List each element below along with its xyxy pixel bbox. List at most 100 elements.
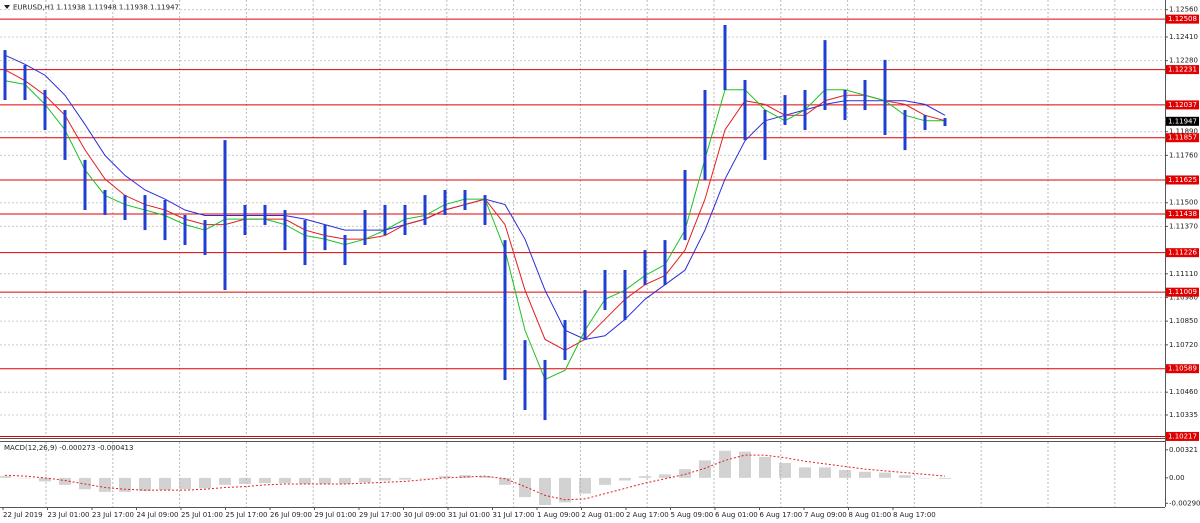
y-tick-label: 1.11890	[1169, 128, 1198, 136]
macd-bar	[939, 477, 951, 479]
level-label: 1.12231	[1168, 66, 1197, 74]
current-price-box	[1166, 116, 1199, 126]
current-price-label: 1.11947	[1168, 117, 1197, 125]
level-label-box	[1166, 133, 1199, 143]
x-tick-label: 29 Jul 01:00	[315, 511, 357, 519]
x-tick-label: 8 Aug 17:00	[893, 511, 936, 519]
x-tick-label: 31 Jul 01:00	[448, 511, 490, 519]
macd-bar	[519, 477, 531, 498]
collapse-icon[interactable]	[4, 5, 10, 9]
macd-bar	[99, 477, 111, 492]
level-label: 1.11438	[1168, 210, 1197, 218]
macd-bar	[879, 472, 891, 478]
x-tick-label: 5 Aug 09:00	[671, 511, 714, 519]
y-tick-label: 1.10850	[1169, 317, 1198, 325]
level-label: 1.11625	[1168, 176, 1197, 184]
macd-bar	[679, 469, 691, 478]
macd-bar	[239, 477, 251, 484]
macd-bar	[159, 477, 171, 491]
y-tick-label: 1.11760	[1169, 151, 1198, 159]
x-tick-label: 2 Aug 01:00	[582, 511, 625, 519]
y-tick-label: 1.10335	[1169, 411, 1198, 419]
x-tick-label: 23 Jul 17:00	[92, 511, 134, 519]
level-label-box	[1166, 100, 1199, 110]
y-tick-label: 1.11500	[1169, 199, 1198, 207]
x-tick-label: 26 Jul 09:00	[270, 511, 312, 519]
macd-bar	[619, 477, 631, 481]
x-tick-label: 1 Aug 09:00	[537, 511, 580, 519]
y-tick-label: 0.00321	[1169, 446, 1198, 454]
level-label: 1.11009	[1168, 288, 1197, 296]
level-label-box	[1166, 175, 1199, 185]
macd-bar	[119, 477, 131, 492]
level-label: 1.10217	[1168, 432, 1197, 440]
macd-bar	[179, 477, 191, 490]
level-label: 1.10589	[1168, 365, 1197, 373]
macd-bar	[299, 477, 311, 484]
moving-average	[4, 80, 945, 381]
level-label-box	[1166, 14, 1199, 24]
level-label: 1.12037	[1168, 101, 1197, 109]
x-tick-label: 2 Aug 17:00	[626, 511, 669, 519]
macd-bar	[0, 476, 11, 478]
macd-bar	[219, 477, 231, 485]
macd-bar	[699, 460, 711, 478]
chart-header: EURUSD,H1 1.11938 1.11948 1.11938 1.1194…	[13, 4, 179, 12]
level-label-box	[1166, 248, 1199, 258]
macd-bar	[659, 474, 671, 478]
x-tick-label: 6 Aug 17:00	[760, 511, 803, 519]
macd-bar	[139, 477, 151, 491]
level-label: 1.11226	[1168, 249, 1197, 257]
macd-bar	[779, 463, 791, 478]
macd-bar	[359, 477, 371, 483]
y-tick-label: 0.00	[1169, 474, 1185, 482]
macd-bar	[899, 475, 911, 478]
macd-bar	[59, 477, 71, 485]
y-tick-label: 1.11370	[1169, 222, 1198, 230]
y-tick-label: 1.12560	[1169, 6, 1198, 14]
macd-bar	[739, 451, 751, 478]
macd-bar	[759, 456, 771, 478]
x-tick-label: 24 Jul 09:00	[137, 511, 179, 519]
x-tick-label: 7 Aug 09:00	[804, 511, 847, 519]
macd-bar	[339, 477, 351, 484]
y-tick-label: -0.002908	[1169, 499, 1200, 507]
y-tick-label: 1.10720	[1169, 341, 1198, 349]
signal-line	[4, 454, 946, 501]
y-tick-label: 1.11110	[1169, 270, 1198, 278]
macd-bar	[919, 477, 931, 479]
level-label-box	[1166, 364, 1199, 374]
macd-bar	[259, 477, 271, 484]
macd-bar	[499, 477, 511, 485]
x-tick-label: 25 Jul 17:00	[226, 511, 268, 519]
macd-bar	[839, 470, 851, 478]
macd-bar	[539, 477, 551, 505]
level-label-box	[1166, 287, 1199, 297]
macd-bar	[279, 477, 291, 484]
x-tick-label: 8 Aug 01:00	[849, 511, 892, 519]
y-tick-label: 1.10980	[1169, 293, 1198, 301]
macd-bar	[399, 477, 411, 480]
x-tick-label: 31 Jul 17:00	[493, 511, 535, 519]
macd-bar	[579, 477, 591, 494]
level-label-box	[1166, 65, 1199, 75]
x-tick-label: 30 Jul 09:00	[404, 511, 446, 519]
y-tick-label: 1.12280	[1169, 57, 1198, 65]
x-tick-label: 22 Jul 2019	[3, 511, 43, 519]
macd-bar	[819, 467, 831, 478]
macd-bar	[859, 471, 871, 478]
macd-bar	[19, 477, 31, 479]
moving-average	[4, 69, 946, 351]
level-label-box	[1166, 431, 1199, 441]
macd-bar	[439, 476, 451, 478]
x-tick-label: 25 Jul 01:00	[181, 511, 223, 519]
macd-bar	[559, 477, 571, 503]
x-tick-label: 29 Jul 17:00	[359, 511, 401, 519]
level-label: 1.12508	[1168, 15, 1197, 23]
x-tick-label: 6 Aug 01:00	[715, 511, 758, 519]
macd-bar	[639, 476, 651, 478]
macd-bar	[799, 467, 811, 478]
macd-bar	[719, 450, 731, 478]
macd-bar	[419, 477, 431, 479]
